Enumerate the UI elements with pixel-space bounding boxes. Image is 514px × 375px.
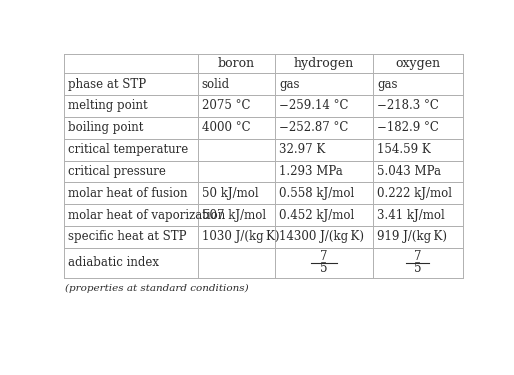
Text: critical pressure: critical pressure bbox=[68, 165, 166, 178]
Text: (properties at standard conditions): (properties at standard conditions) bbox=[65, 284, 249, 294]
Text: 14300 J/(kg K): 14300 J/(kg K) bbox=[280, 230, 364, 243]
Text: oxygen: oxygen bbox=[395, 57, 440, 70]
Text: adiabatic index: adiabatic index bbox=[68, 256, 159, 269]
Text: boiling point: boiling point bbox=[68, 121, 143, 134]
Text: 154.59 K: 154.59 K bbox=[377, 143, 431, 156]
Text: −218.3 °C: −218.3 °C bbox=[377, 99, 439, 112]
Text: 50 kJ/mol: 50 kJ/mol bbox=[201, 187, 259, 200]
Text: 0.452 kJ/mol: 0.452 kJ/mol bbox=[280, 209, 355, 222]
Text: 0.222 kJ/mol: 0.222 kJ/mol bbox=[377, 187, 452, 200]
Text: critical temperature: critical temperature bbox=[68, 143, 189, 156]
Text: solid: solid bbox=[201, 78, 230, 91]
Text: boron: boron bbox=[218, 57, 255, 70]
Text: 2075 °C: 2075 °C bbox=[201, 99, 250, 112]
Text: gas: gas bbox=[280, 78, 300, 91]
Text: 3.41 kJ/mol: 3.41 kJ/mol bbox=[377, 209, 445, 222]
Text: molar heat of vaporization: molar heat of vaporization bbox=[68, 209, 226, 222]
Text: molar heat of fusion: molar heat of fusion bbox=[68, 187, 188, 200]
Text: 0.558 kJ/mol: 0.558 kJ/mol bbox=[280, 187, 355, 200]
Text: gas: gas bbox=[377, 78, 397, 91]
Text: 5.043 MPa: 5.043 MPa bbox=[377, 165, 441, 178]
Text: 4000 °C: 4000 °C bbox=[201, 121, 250, 134]
Text: −252.87 °C: −252.87 °C bbox=[280, 121, 348, 134]
Text: 1.293 MPa: 1.293 MPa bbox=[280, 165, 343, 178]
Text: 919 J/(kg K): 919 J/(kg K) bbox=[377, 230, 447, 243]
Text: 1030 J/(kg K): 1030 J/(kg K) bbox=[201, 230, 279, 243]
Text: 32.97 K: 32.97 K bbox=[280, 143, 325, 156]
Text: −182.9 °C: −182.9 °C bbox=[377, 121, 439, 134]
Text: −259.14 °C: −259.14 °C bbox=[280, 99, 349, 112]
Text: 507 kJ/mol: 507 kJ/mol bbox=[201, 209, 266, 222]
Text: melting point: melting point bbox=[68, 99, 148, 112]
Text: 7: 7 bbox=[414, 250, 421, 263]
Text: 5: 5 bbox=[414, 262, 421, 275]
Text: hydrogen: hydrogen bbox=[294, 57, 354, 70]
Text: specific heat at STP: specific heat at STP bbox=[68, 230, 187, 243]
Text: 5: 5 bbox=[320, 262, 328, 275]
Text: 7: 7 bbox=[320, 250, 328, 263]
Text: phase at STP: phase at STP bbox=[68, 78, 146, 91]
